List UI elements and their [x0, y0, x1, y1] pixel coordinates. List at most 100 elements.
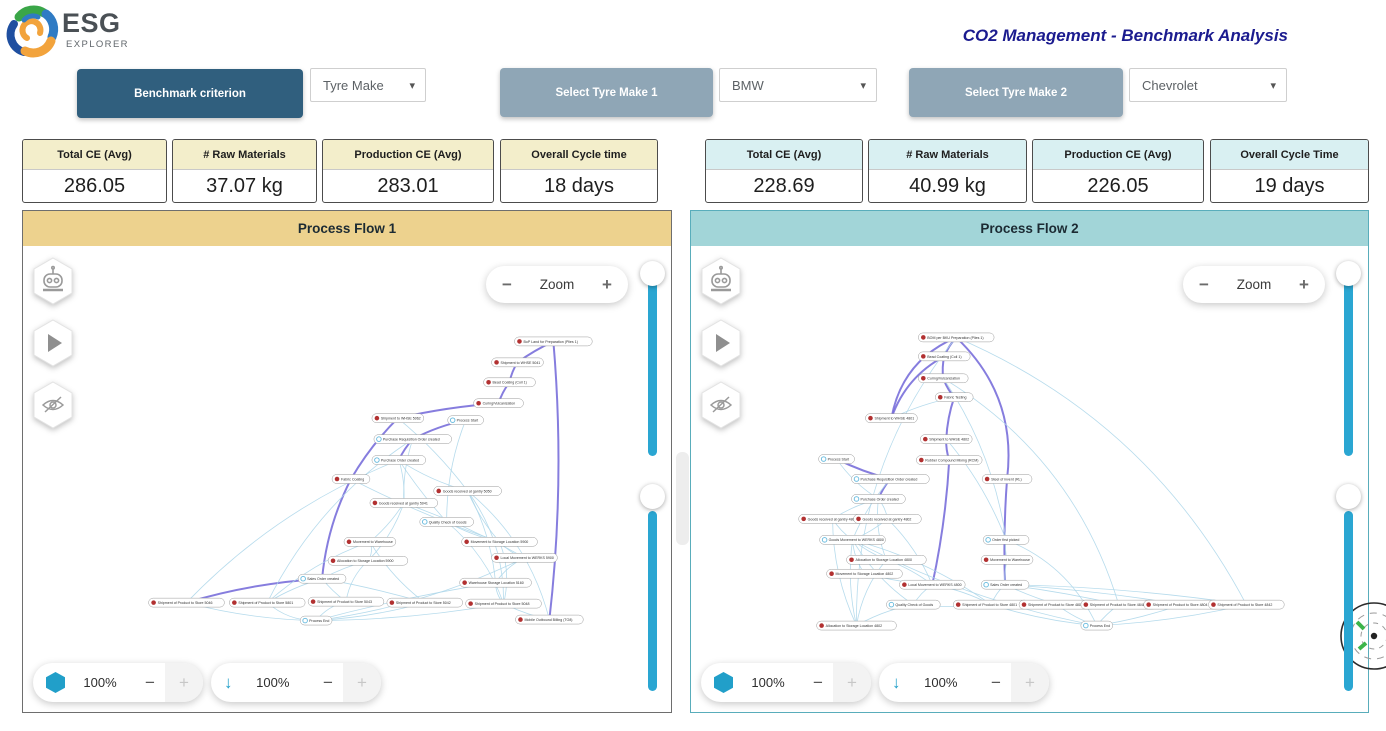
flow-node[interactable]: Local Movement to WERKS 5900	[491, 553, 558, 563]
flow-node[interactable]: Movement to Warehouse	[980, 555, 1034, 565]
activity-node-icon	[921, 354, 926, 359]
vertical-slider-handle[interactable]	[1336, 261, 1361, 286]
flow-node[interactable]: Shipment of Product to Store 5043	[307, 596, 385, 607]
hide-labels-button[interactable]	[699, 381, 743, 429]
robot-assistant-button[interactable]	[31, 257, 75, 305]
flow-node[interactable]: Fabric Coating	[331, 474, 371, 484]
plus-icon[interactable]: +	[1011, 663, 1049, 702]
minus-icon[interactable]: −	[991, 672, 1001, 692]
flow-node-label: Sales Order created	[990, 583, 1022, 587]
process-flow-graph[interactable]: BoP Land for Preparation (Plies 1) Shipme…	[23, 246, 671, 714]
vertical-slider-handle[interactable]	[1336, 484, 1361, 509]
minus-icon[interactable]: −	[145, 672, 155, 692]
flow-node[interactable]: Shipment of Product to Store 4801	[952, 599, 1030, 610]
flow-node[interactable]: Process End	[1080, 620, 1114, 631]
benchmark-criterion-button[interactable]: Benchmark criterion	[77, 69, 303, 118]
flow-node[interactable]: Shipment to WHSE 5062	[371, 413, 425, 423]
flow-node[interactable]: Purchase Requisition Order created	[373, 434, 452, 444]
flow-node[interactable]: Warehouse Storage Location 5160	[459, 577, 532, 588]
plus-icon[interactable]: +	[343, 663, 381, 702]
flow-edge	[856, 559, 887, 626]
pan-level-value: 100%	[256, 675, 290, 690]
flow-node[interactable]: Purchase Requisition Order created	[851, 474, 930, 484]
panel-body: BOM per BKU Preparation (Plies 1) Bead Co…	[691, 246, 1386, 714]
kpi-label: # Raw Materials	[869, 140, 1026, 170]
flow-node[interactable]: Goods received at gantry 5041	[369, 498, 438, 508]
zoom-out-button[interactable]: −	[502, 274, 512, 294]
hide-labels-button[interactable]	[31, 381, 75, 429]
flow-node[interactable]: Allocation to Storage Location 4802	[816, 620, 897, 631]
flow-node[interactable]: Goods received at gantry 4802	[853, 514, 922, 524]
flow-node[interactable]: Process Start	[818, 454, 855, 464]
flow-node[interactable]: Shipment of Product to Store 4842	[1208, 599, 1285, 610]
flow-node[interactable]: Shipment to WHSE 4802	[920, 434, 973, 444]
flow-node[interactable]: BoP Land for Preparation (Plies 1)	[514, 336, 593, 347]
plus-icon[interactable]: +	[165, 663, 203, 702]
flow-node[interactable]: Shipment of Product to Store 5801	[229, 597, 306, 608]
flow-node[interactable]: Bead Coating (Coil 1)	[483, 377, 536, 388]
flow-node[interactable]: Shipment of Product to Store 5046	[148, 597, 225, 608]
flow-node[interactable]: Bead Coating (Coil 1)	[918, 351, 971, 362]
flow-node[interactable]: Shipment to WHSE 5041	[491, 357, 544, 368]
flow-node[interactable]: Shipment of Product to Store 4848	[1080, 599, 1157, 610]
flow-node[interactable]: Movement to Storage Location 5900	[461, 537, 538, 547]
flow-node[interactable]: Steel of invent (RL)	[981, 474, 1033, 484]
minus-icon[interactable]: −	[323, 672, 333, 692]
flow-node[interactable]: Goods received at gantry 4801	[798, 514, 867, 524]
vertical-slider-track[interactable]	[648, 511, 657, 691]
kpi-value: 228.69	[753, 174, 815, 197]
flow-node-label: Curing/Vulcanization	[483, 402, 516, 406]
flow-node[interactable]: Order first picked	[982, 535, 1030, 545]
flow-node[interactable]: Curing/Vulcanization	[918, 373, 969, 384]
flow-node[interactable]: Purchase Order created	[851, 494, 906, 504]
flow-node[interactable]: Quality Check of Goods	[886, 599, 941, 610]
flow-node[interactable]: Fabric Testing	[935, 392, 974, 402]
flow-node[interactable]: Sales Order created	[297, 573, 347, 584]
flow-node[interactable]: Process Start	[447, 415, 484, 425]
vertical-slider-handle[interactable]	[640, 261, 665, 286]
plus-icon[interactable]: +	[833, 663, 871, 702]
tyre-make-2-dropdown[interactable]: Chevrolet ▾	[1129, 68, 1287, 102]
flow-node[interactable]: Shipment to WHSE 4801	[865, 413, 918, 423]
flow-node[interactable]: Shipment of Product to Store 4802	[1018, 599, 1096, 610]
flow-node[interactable]: Shipment of Product to Store 5042	[386, 597, 463, 608]
play-button[interactable]	[699, 319, 743, 367]
flow-node-label: Goods received at gantry 5050	[443, 489, 492, 493]
minus-icon[interactable]: −	[813, 672, 823, 692]
zoom-in-button[interactable]: +	[602, 274, 612, 294]
robot-assistant-button[interactable]	[699, 257, 743, 305]
play-button[interactable]	[31, 319, 75, 367]
flow-node[interactable]: Purchase Order created	[371, 455, 427, 465]
flow-node[interactable]: Quality Check of Goods	[419, 517, 474, 527]
zoom-in-button[interactable]: +	[1299, 274, 1309, 294]
flow-node[interactable]: Process End	[299, 615, 333, 626]
flow-node-label: Order first picked	[992, 538, 1019, 542]
flow-node[interactable]: Shipment of Product to Store 5048	[465, 598, 542, 609]
flow-node[interactable]: Goods received at gantry 5050	[433, 486, 502, 496]
flow-node[interactable]: Local Movement to WERKS 4800	[899, 579, 966, 590]
tyre-make-1-dropdown[interactable]: BMW ▾	[719, 68, 877, 102]
flow-node[interactable]: Rubber Compound Mixing (RCM)	[916, 455, 983, 465]
flow-edge	[1005, 539, 1098, 626]
flow-node[interactable]: Sales Order created	[980, 579, 1030, 590]
flow-node[interactable]: Shipment of Product to Store 4804	[1143, 599, 1220, 610]
panel-divider-scrollbar[interactable]	[676, 452, 689, 545]
flow-node[interactable]: Allocation to Storage Location 4800	[846, 555, 927, 565]
vertical-slider-handle[interactable]	[640, 484, 665, 509]
kpi-value: 283.01	[377, 174, 439, 197]
flow-node[interactable]: Mobile Outbound Billing (TO8)	[515, 614, 584, 625]
flow-node[interactable]: BOM per BKU Preparation (Plies 1)	[918, 332, 995, 343]
flow-node[interactable]: Curing/Vulcanization	[473, 398, 524, 408]
flow-node[interactable]: Movement to Warehouse	[343, 537, 397, 547]
vertical-slider-track[interactable]	[1344, 276, 1353, 456]
vertical-slider-track[interactable]	[1344, 511, 1353, 691]
vertical-slider-track[interactable]	[648, 276, 657, 456]
benchmark-dropdown[interactable]: Tyre Make ▾	[310, 68, 426, 102]
select-tyre-make-1-button[interactable]: Select Tyre Make 1	[500, 68, 713, 117]
process-flow-graph[interactable]: BOM per BKU Preparation (Plies 1) Bead Co…	[691, 246, 1368, 714]
zoom-out-button[interactable]: −	[1199, 274, 1209, 294]
flow-node[interactable]: Movement to Storage Location 4802	[826, 568, 903, 579]
select-tyre-make-2-button[interactable]: Select Tyre Make 2	[909, 68, 1123, 117]
flow-node[interactable]: Allocation to Storage Location 5900	[327, 556, 409, 566]
flow-node[interactable]: Goods Movement to WERKS 4800	[819, 535, 886, 545]
